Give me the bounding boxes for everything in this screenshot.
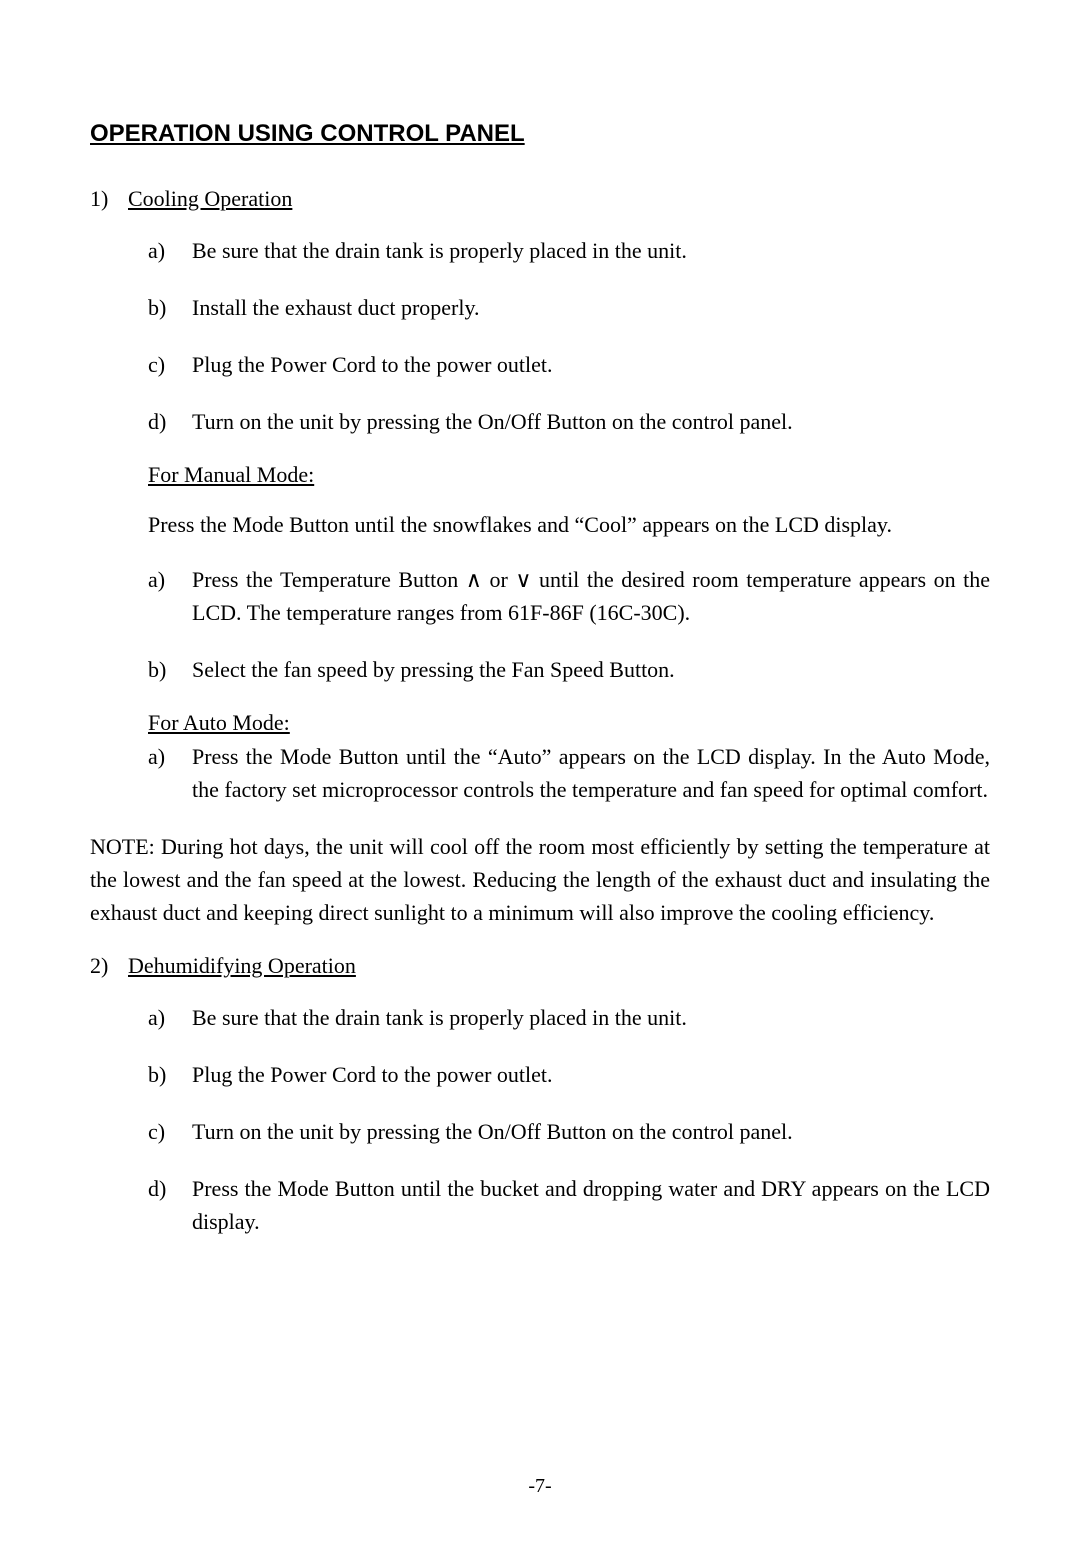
list-text: Install the exhaust duct properly. — [192, 291, 990, 324]
list-letter: c) — [148, 348, 192, 381]
list-letter: a) — [148, 740, 192, 806]
list-text: Be sure that the drain tank is properly … — [192, 1001, 990, 1034]
list-item: a) Be sure that the drain tank is proper… — [148, 234, 990, 267]
manual-mode-intro: Press the Mode Button until the snowflak… — [148, 508, 990, 541]
section-1-list: a) Be sure that the drain tank is proper… — [148, 234, 990, 438]
list-letter: a) — [148, 563, 192, 629]
list-letter: b) — [148, 291, 192, 324]
section-1-title: Cooling Operation — [128, 186, 292, 212]
list-letter: d) — [148, 1172, 192, 1238]
list-letter: c) — [148, 1115, 192, 1148]
section-1-header: 1) Cooling Operation — [90, 186, 990, 212]
page-number: -7- — [0, 1475, 1080, 1498]
list-text: Plug the Power Cord to the power outlet. — [192, 1058, 990, 1091]
main-heading: OPERATION USING CONTROL PANEL — [90, 120, 990, 148]
list-text: Press the Mode Button until the “Auto” a… — [192, 740, 990, 806]
list-letter: d) — [148, 405, 192, 438]
section-2-title: Dehumidifying Operation — [128, 953, 356, 979]
section-2-header: 2) Dehumidifying Operation — [90, 953, 990, 979]
list-item: c) Turn on the unit by pressing the On/O… — [148, 1115, 990, 1148]
list-text: Select the fan speed by pressing the Fan… — [192, 653, 990, 686]
manual-mode-heading: For Manual Mode: — [148, 462, 990, 488]
section-1-number: 1) — [90, 186, 128, 212]
list-text: Plug the Power Cord to the power outlet. — [192, 348, 990, 381]
list-item: a) Be sure that the drain tank is proper… — [148, 1001, 990, 1034]
list-letter: a) — [148, 234, 192, 267]
list-letter: b) — [148, 653, 192, 686]
auto-mode-heading: For Auto Mode: — [148, 710, 990, 736]
list-text: Press the Mode Button until the bucket a… — [192, 1172, 990, 1238]
list-text: Press the Temperature Button ∧ or ∨ unti… — [192, 563, 990, 629]
list-text: Turn on the unit by pressing the On/Off … — [192, 1115, 990, 1148]
list-item: c) Plug the Power Cord to the power outl… — [148, 348, 990, 381]
section-2-number: 2) — [90, 953, 128, 979]
manual-mode-list: a) Press the Temperature Button ∧ or ∨ u… — [148, 563, 990, 686]
section-2-list: a) Be sure that the drain tank is proper… — [148, 1001, 990, 1238]
note-paragraph: NOTE: During hot days, the unit will coo… — [90, 830, 990, 929]
auto-mode-list: a) Press the Mode Button until the “Auto… — [148, 740, 990, 806]
list-item: b) Install the exhaust duct properly. — [148, 291, 990, 324]
list-item: b) Plug the Power Cord to the power outl… — [148, 1058, 990, 1091]
list-item: d) Turn on the unit by pressing the On/O… — [148, 405, 990, 438]
list-letter: b) — [148, 1058, 192, 1091]
list-letter: a) — [148, 1001, 192, 1034]
list-text: Turn on the unit by pressing the On/Off … — [192, 405, 990, 438]
list-text: Be sure that the drain tank is properly … — [192, 234, 990, 267]
list-item: a) Press the Temperature Button ∧ or ∨ u… — [148, 563, 990, 629]
list-item: a) Press the Mode Button until the “Auto… — [148, 740, 990, 806]
list-item: d) Press the Mode Button until the bucke… — [148, 1172, 990, 1238]
list-item: b) Select the fan speed by pressing the … — [148, 653, 990, 686]
